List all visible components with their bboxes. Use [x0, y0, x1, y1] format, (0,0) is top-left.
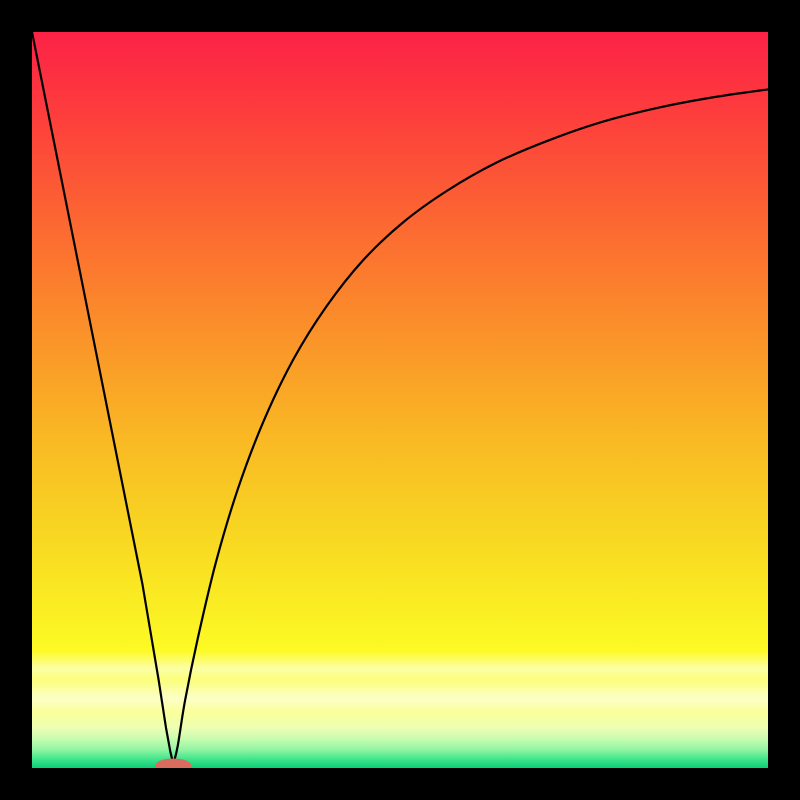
- minimum-marker: [156, 758, 191, 768]
- chart-stage: TheBottleneck.com: [0, 0, 800, 800]
- plot-area: [32, 32, 768, 768]
- bottleneck-curve: [32, 32, 768, 764]
- plot-svg: [32, 32, 768, 768]
- frame-border-right: [768, 0, 800, 800]
- frame-border-bottom: [0, 768, 800, 800]
- frame-border-top: [0, 0, 800, 32]
- frame-border-left: [0, 0, 32, 800]
